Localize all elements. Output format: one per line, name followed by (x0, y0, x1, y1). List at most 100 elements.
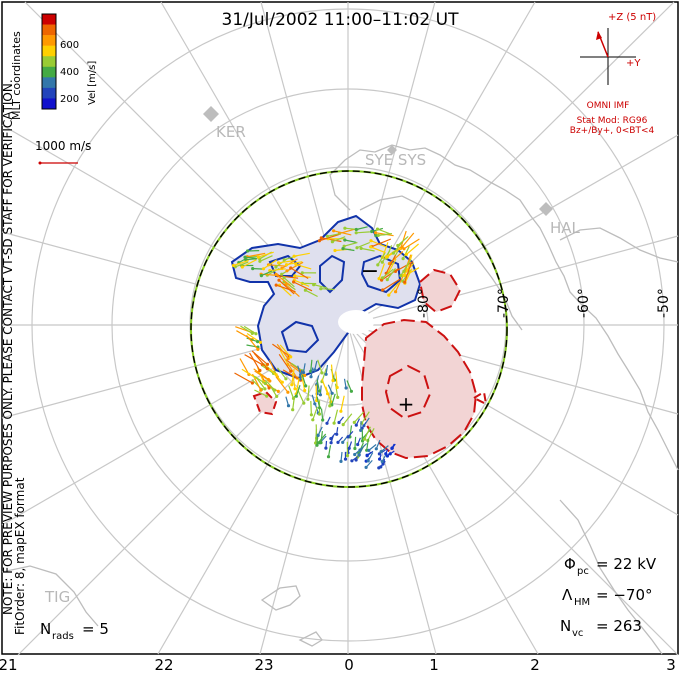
station-markers (203, 106, 553, 216)
coast-island-small (298, 631, 323, 647)
coordinate-system-label: MLT coordinates (10, 31, 23, 120)
velocity-vector (356, 231, 370, 234)
velocity-vector (249, 352, 261, 371)
velocity-vector (313, 284, 328, 289)
velocity-vector (310, 359, 313, 372)
velocity-vector (292, 372, 296, 389)
stat-lambda-hm: Λ HM = −70° (562, 586, 653, 608)
stat-n-vc-value: = 263 (596, 617, 642, 635)
vector-origin (374, 231, 378, 235)
velocity-vector (364, 426, 371, 440)
preview-watermark: NOTE: FOR PREVIEW PURPOSES ONLY. PLEASE … (1, 79, 15, 615)
velocity-vector (320, 288, 335, 291)
velocity-vector (314, 360, 318, 371)
velocity-vector (245, 258, 258, 261)
velocity-vector (385, 254, 397, 274)
velocity-vector (395, 274, 404, 292)
imf-source: OMNI IMF (587, 101, 630, 111)
stat-lambda-hm-value: = −70° (596, 586, 653, 604)
mlt-label-2: 2 (530, 656, 540, 674)
velocity-vector (333, 409, 339, 424)
map-clip-group: − + (1, 1, 679, 656)
velocity-vector (327, 384, 333, 394)
stat-n-rads: N rads = 5 (40, 620, 109, 642)
velocity-vector (346, 380, 352, 392)
velocity-vector (391, 443, 395, 449)
imf-clock: +Z (5 nT) +Y OMNI IMF Stat Mod: RG96 Bz+… (570, 12, 657, 136)
stat-n-rads-sub: rads (52, 631, 74, 642)
stat-lambda-hm-symbol: Λ (562, 586, 573, 604)
station-label-ker: KER (216, 123, 246, 141)
station-label-sye-sys: SYE SYS (365, 151, 426, 169)
velocity-vector (358, 446, 364, 456)
velocity-vector (402, 246, 410, 259)
mlt-axis-labels: 21 22 23 0 1 2 3 (0, 656, 676, 674)
velocity-vector (387, 258, 397, 274)
velocity-vector (276, 377, 289, 393)
velocity-vector (316, 384, 319, 394)
mlt-label-1: 1 (429, 656, 439, 674)
velocity-vector (348, 441, 353, 449)
velocity-vector (297, 390, 305, 404)
positive-cell-marker: + (398, 392, 415, 416)
colorbar-swatch (42, 45, 56, 57)
velocity-vector (234, 372, 253, 384)
velocity-vector (278, 279, 295, 295)
velocity-vector (256, 377, 266, 390)
velocity-vector (325, 364, 329, 375)
stat-phi-pc-sub: pc (577, 566, 589, 577)
mlt-label-22: 22 (154, 656, 173, 674)
velocity-vector (305, 289, 318, 298)
velocity-vector (276, 343, 289, 359)
velocity-vector (242, 259, 257, 268)
velocity-vector (320, 431, 323, 443)
positive-cell-inner (384, 364, 432, 420)
colorbar-swatch (42, 66, 56, 78)
velocity-vector (355, 418, 361, 426)
velocity-vector (319, 233, 339, 242)
stat-n-vc-sub: vc (572, 628, 583, 639)
velocity-vector (282, 369, 301, 381)
velocity-vector (244, 256, 257, 259)
velocity-vector (400, 230, 407, 249)
scale-vector-label: 1000 m/s (35, 139, 91, 153)
velocity-vector (286, 261, 303, 266)
velocity-vector (236, 330, 253, 341)
velocity-vector (353, 411, 365, 423)
velocity-vector (316, 379, 320, 392)
velocity-vector (378, 233, 393, 236)
velocity-vector (288, 385, 295, 399)
coast-west-island (1, 565, 99, 627)
velocity-vector (356, 226, 368, 231)
velocity-vector (334, 383, 339, 398)
velocity-vector (297, 365, 302, 375)
velocity-vector (360, 247, 375, 252)
velocity-vector (286, 362, 298, 379)
velocity-vector (404, 262, 412, 283)
vector-origin (343, 226, 347, 230)
velocity-vector (290, 267, 309, 280)
velocity-vector (361, 421, 367, 429)
velocity-vector (295, 378, 300, 395)
imf-vector-head (596, 31, 602, 40)
velocity-vector (283, 277, 295, 288)
velocity-vector (293, 252, 310, 257)
velocity-vector (377, 252, 386, 266)
velocity-vector (351, 456, 359, 462)
velocity-vector (294, 275, 311, 278)
velocity-vector (321, 378, 329, 394)
velocity-vector (386, 451, 391, 457)
velocity-vector (254, 370, 271, 382)
velocity-vector (253, 368, 269, 380)
velocity-vector (392, 242, 403, 254)
negative-cell-fill (230, 214, 422, 380)
positive-cell-small-3 (471, 390, 488, 406)
velocity-vector (294, 279, 310, 287)
velocity-vector (321, 368, 327, 382)
velocity-vector (277, 367, 287, 380)
velocity-vector (404, 268, 413, 284)
velocity-vector (367, 452, 374, 462)
colorbar-tick-200: 200 (60, 94, 79, 105)
velocity-vector (354, 436, 357, 449)
